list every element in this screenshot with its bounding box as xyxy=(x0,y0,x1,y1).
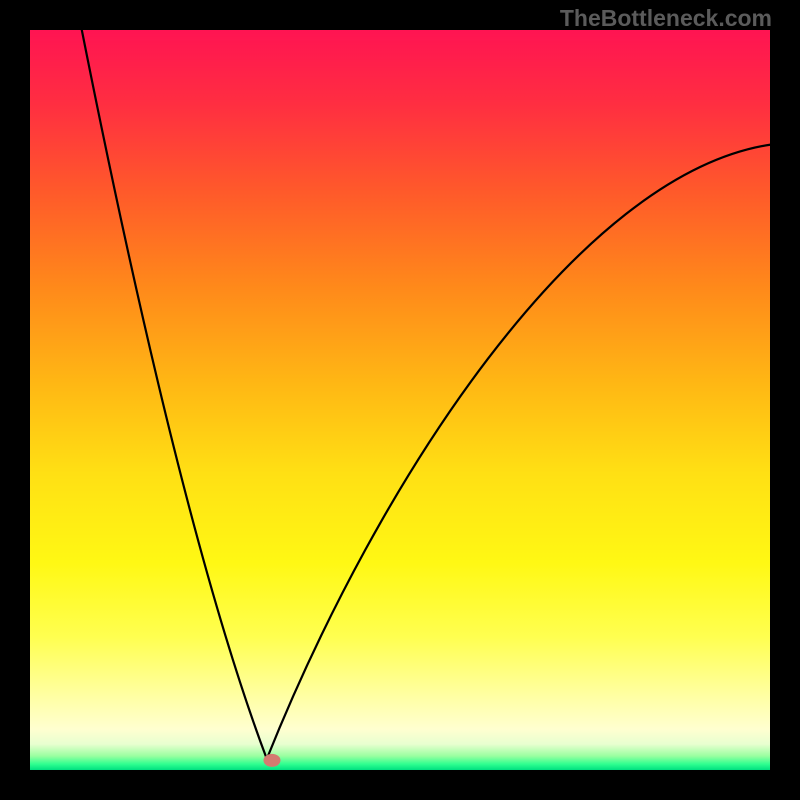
plot-area xyxy=(30,30,770,770)
gradient-background xyxy=(30,30,770,770)
chart-frame: TheBottleneck.com xyxy=(0,0,800,800)
bottleneck-curve-chart xyxy=(30,30,770,770)
watermark-text: TheBottleneck.com xyxy=(560,5,772,32)
optimal-point-marker xyxy=(263,754,280,767)
